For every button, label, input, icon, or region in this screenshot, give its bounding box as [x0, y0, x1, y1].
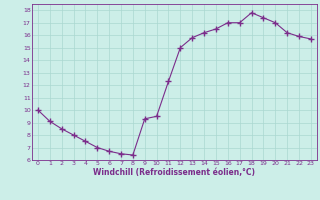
X-axis label: Windchill (Refroidissement éolien,°C): Windchill (Refroidissement éolien,°C) — [93, 168, 255, 177]
